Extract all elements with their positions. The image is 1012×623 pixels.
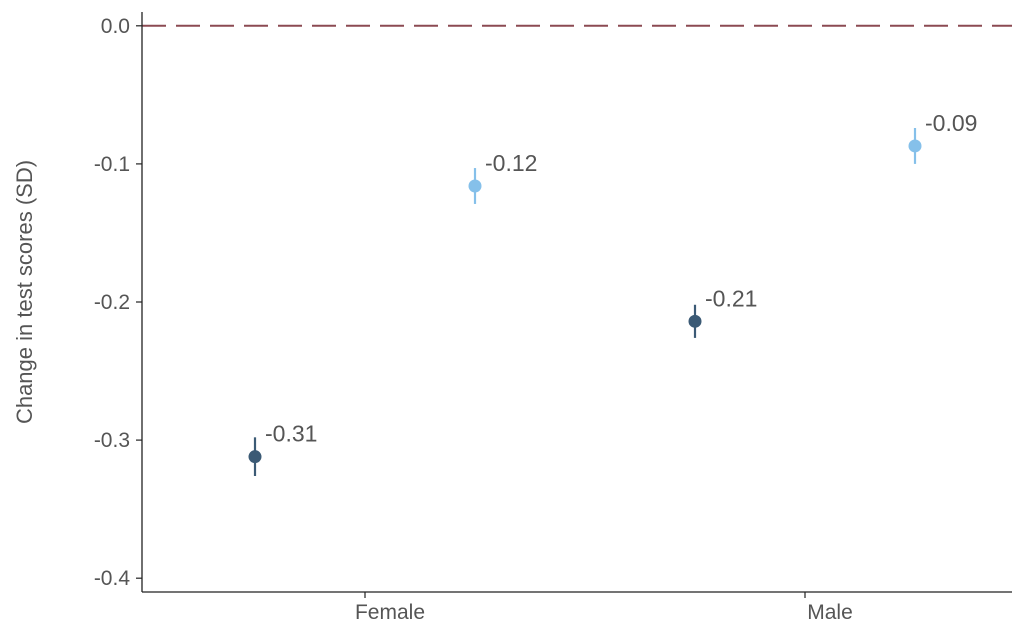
data-label: -0.12 (485, 150, 537, 176)
y-axis-ticks: 0.0 -0.1 -0.2 -0.3 -0.4 (94, 15, 142, 590)
data-point-group: -0.31 (248, 421, 317, 476)
y-axis-title: Change in test scores (SD) (12, 160, 37, 424)
data-label: -0.31 (265, 421, 317, 447)
data-point (248, 450, 262, 464)
data-point-group: -0.12 (468, 150, 537, 204)
y-tick-label: -0.4 (94, 567, 131, 590)
data-label: -0.09 (925, 110, 977, 136)
data-label: -0.21 (705, 285, 757, 311)
y-tick-label: -0.3 (94, 429, 130, 452)
data-point-group: -0.09 (908, 110, 977, 164)
data-point (908, 139, 922, 153)
y-tick-label: -0.2 (94, 291, 130, 314)
data-point (688, 314, 702, 328)
y-tick-label: -0.1 (94, 153, 130, 176)
x-axis-ticks: Female Male (355, 592, 853, 623)
data-point (468, 179, 482, 193)
data-points: -0.31 -0.21 -0.12 -0.09 (248, 110, 977, 476)
data-point-group: -0.21 (688, 285, 757, 338)
y-tick-label: 0.0 (101, 15, 130, 38)
axes (141, 12, 1012, 593)
x-tick-label: Male (807, 601, 853, 623)
x-tick-label: Female (355, 601, 425, 623)
